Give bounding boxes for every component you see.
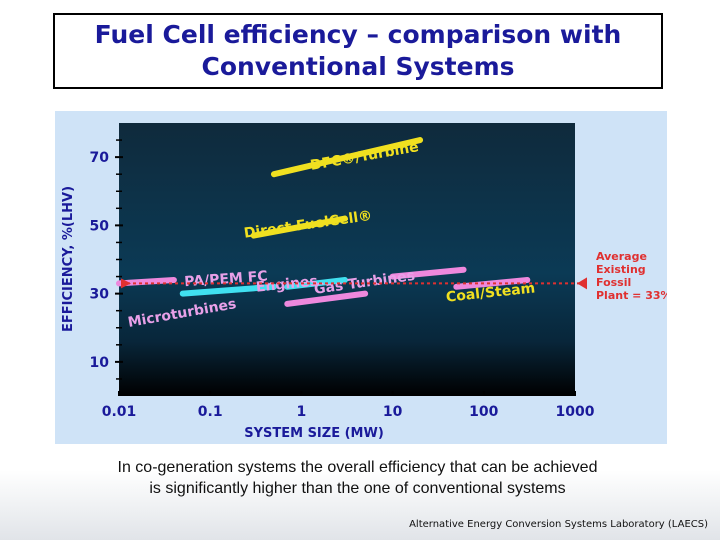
y-tick-label: 10 bbox=[90, 355, 110, 371]
x-tick-label: 1000 bbox=[556, 404, 595, 420]
title-line-1: Fuel Cell efficiency – comparison with bbox=[94, 20, 622, 49]
chart-panel: 70 50 30 10 0.01 0.1 1 10 100 1000 DFC®/Turbine Di… bbox=[55, 111, 672, 444]
reference-label: Average Existing Fossil Plant = 33% bbox=[596, 250, 667, 302]
series-line bbox=[179, 283, 277, 297]
series-line bbox=[270, 137, 424, 178]
y-tick-label: 30 bbox=[90, 287, 110, 303]
series-line bbox=[453, 276, 531, 290]
footer-lab-name: Alternative Energy Conversion Systems La… bbox=[409, 519, 708, 530]
title-line-2: Conventional Systems bbox=[201, 52, 515, 81]
series-annotation: Engines bbox=[255, 273, 318, 295]
reference-arrow-left bbox=[121, 278, 131, 289]
x-tick-label: 100 bbox=[469, 404, 498, 420]
series-line bbox=[284, 276, 348, 290]
title-box: Fuel Cell efficiency – comparison with C… bbox=[53, 13, 663, 89]
series-annotation: PA/PEM FC bbox=[184, 269, 268, 291]
slide-title: Fuel Cell efficiency – comparison with C… bbox=[95, 19, 622, 83]
background-wave bbox=[0, 470, 720, 540]
y-tick-label: 70 bbox=[90, 150, 110, 166]
plot-area bbox=[119, 123, 575, 396]
y-tick-label: 50 bbox=[90, 218, 110, 234]
x-tick-label: 1 bbox=[297, 404, 307, 420]
series-line bbox=[284, 290, 369, 307]
x-tick-label: 0.1 bbox=[198, 404, 223, 420]
x-axis-label: SYSTEM SIZE (MW) bbox=[244, 426, 384, 441]
series-line bbox=[250, 215, 348, 239]
y-axis-label: EFFICIENCY, %(LHV) bbox=[61, 186, 76, 332]
caption: In co-generation systems the overall eff… bbox=[117, 459, 598, 497]
reference-arrow-right bbox=[577, 277, 587, 290]
x-tick-label: 10 bbox=[383, 404, 403, 420]
x-tick-label: 0.01 bbox=[102, 404, 137, 420]
series-line bbox=[389, 266, 467, 280]
